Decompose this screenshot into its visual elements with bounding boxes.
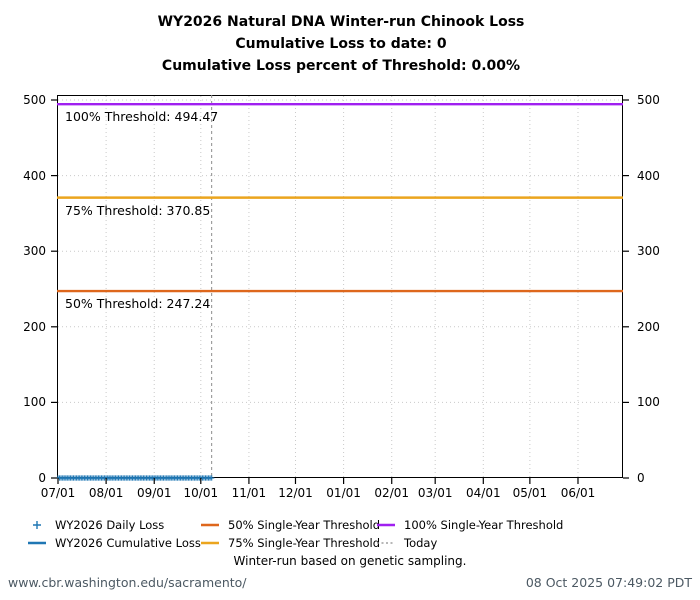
- threshold-annotation-100: 100% Threshold: 494.47: [65, 109, 219, 125]
- legend-column-3: 100% Single-Year Threshold Today: [376, 517, 563, 551]
- chart-title-block: WY2026 Natural DNA Winter-run Chinook Lo…: [0, 11, 682, 77]
- page-footer: www.cbr.washington.edu/sacramento/ 08 Oc…: [0, 575, 700, 595]
- threshold-annotation-50: 50% Threshold: 247.24: [65, 296, 211, 312]
- legend-label: Today: [404, 536, 438, 550]
- plot-canvas: [51, 95, 629, 484]
- y-tick-label-left: 100: [23, 395, 46, 410]
- footer-timestamp: 08 Oct 2025 07:49:02 PDT: [525, 575, 692, 590]
- legend-item-daily-loss: WY2026 Daily Loss: [27, 517, 201, 533]
- y-tick-label-left: 300: [23, 244, 46, 259]
- line-marker-icon: [376, 519, 396, 531]
- plot-frame: [57, 95, 623, 478]
- line-marker-icon: [200, 537, 220, 549]
- chart-subtitle-cumulative-loss: Cumulative Loss to date: 0: [235, 36, 447, 52]
- x-tick-label: 11/01: [231, 486, 267, 500]
- legend-column-1: WY2026 Daily Loss WY2026 Cumulative Loss: [27, 517, 201, 551]
- x-tick-label: 07/01: [40, 486, 76, 500]
- chart-title: WY2026 Natural DNA Winter-run Chinook Lo…: [157, 14, 525, 30]
- y-tick-label-right: 500: [637, 93, 660, 107]
- y-tick-label-left: 400: [23, 168, 46, 183]
- x-tick-label: 09/01: [136, 486, 172, 500]
- threshold-annotation-75: 75% Threshold: 370.85: [65, 202, 211, 218]
- y-tick-label-right: 400: [637, 168, 660, 183]
- chart-footnote: Winter-run based on genetic sampling.: [233, 554, 467, 568]
- plus-marker-icon: [27, 519, 47, 531]
- legend-item-50-threshold: 50% Single-Year Threshold: [200, 517, 380, 533]
- x-tick-label: 02/01: [374, 486, 410, 500]
- legend-item-cumulative-loss: WY2026 Cumulative Loss: [27, 535, 201, 551]
- legend-item-today: Today: [376, 535, 563, 551]
- x-tick-label: 12/01: [278, 486, 313, 500]
- y-tick-label-right: 0: [637, 471, 645, 485]
- dotted-line-marker-icon: [376, 537, 396, 549]
- y-tick-label-right: 200: [637, 319, 660, 334]
- y-tick-label-left: 500: [23, 93, 46, 107]
- legend-column-2: 50% Single-Year Threshold 75% Single-Yea…: [200, 517, 380, 551]
- y-tick-label-left: 200: [23, 319, 46, 334]
- legend-label: WY2026 Daily Loss: [55, 518, 165, 532]
- y-tick-label-left: 0: [38, 471, 46, 485]
- x-tick-label: 10/01: [183, 486, 219, 500]
- y-tick-label-right: 100: [637, 395, 660, 410]
- legend: WY2026 Daily Loss WY2026 Cumulative Loss…: [0, 517, 700, 557]
- x-tick-label: 03/01: [417, 486, 453, 500]
- legend-label: 100% Single-Year Threshold: [404, 518, 564, 532]
- x-tick-label: 08/01: [88, 486, 124, 500]
- x-tick-label: 01/01: [326, 486, 361, 500]
- legend-label: WY2026 Cumulative Loss: [55, 536, 201, 550]
- legend-item-75-threshold: 75% Single-Year Threshold: [200, 535, 380, 551]
- footer-url: www.cbr.washington.edu/sacramento/: [8, 575, 247, 590]
- legend-label: 75% Single-Year Threshold: [228, 536, 381, 550]
- x-tick-label: 06/01: [560, 486, 596, 500]
- legend-label: 50% Single-Year Threshold: [228, 518, 381, 532]
- chart-subtitle-threshold-percent: Cumulative Loss percent of Threshold: 0.…: [161, 58, 521, 74]
- x-tick-label: 04/01: [466, 486, 501, 500]
- x-tick-label: 05/01: [512, 486, 548, 500]
- legend-item-100-threshold: 100% Single-Year Threshold: [376, 517, 563, 533]
- line-marker-icon: [27, 537, 47, 549]
- line-marker-icon: [200, 519, 220, 531]
- y-tick-label-right: 300: [637, 244, 660, 259]
